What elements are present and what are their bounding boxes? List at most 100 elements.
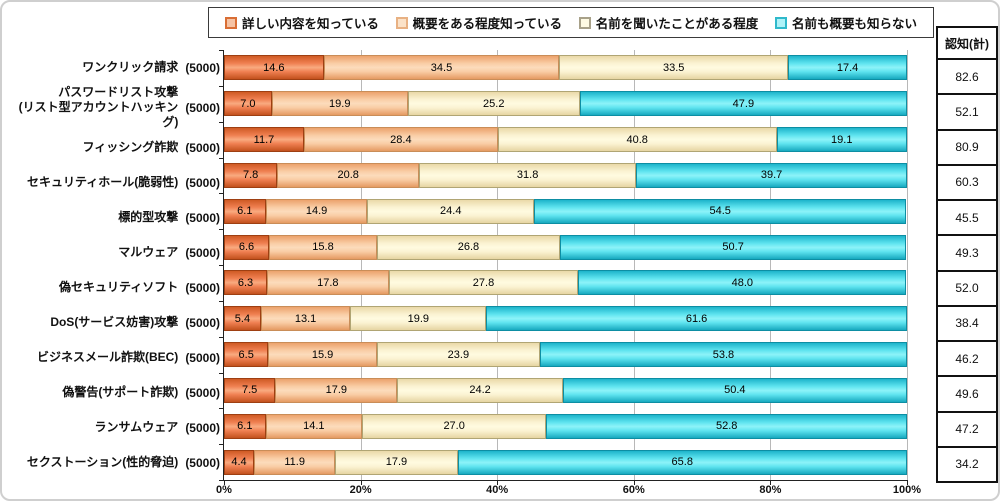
bar-segment: 6.1 <box>224 413 266 439</box>
x-axis-tick-label: 60% <box>622 484 645 496</box>
sample-size-label: (5000) <box>185 210 220 225</box>
bar-row: 6.1 14.9 24.4 54.5 <box>224 193 907 229</box>
x-axis-line <box>223 480 908 481</box>
y-axis-tick <box>219 480 224 481</box>
legend-item: 名前も概要も知らない <box>774 13 917 32</box>
legend-item: 詳しい内容を知っている <box>225 13 379 32</box>
bar-segment: 7.0 <box>224 91 272 117</box>
category-label: DoS(サービス妨害)攻撃 <box>50 315 179 329</box>
category-label-row: 偽セキュリティソフト (5000) <box>2 270 220 305</box>
stacked-bar: 7.0 19.9 25.2 47.9 <box>224 91 907 117</box>
total-cell: 46.2 <box>938 342 996 378</box>
x-axis-tick <box>497 480 499 485</box>
category-label-row: ワンクリック請求 (5000) <box>2 50 220 85</box>
bar-segment: 11.9 <box>254 449 336 475</box>
category-label-row: パスワードリスト攻撃 (リスト型アカウントハッキング) (5000) <box>2 85 220 130</box>
bar-segment: 19.9 <box>350 306 487 332</box>
bar-segment: 25.2 <box>407 91 580 117</box>
total-cell: 47.2 <box>938 413 996 448</box>
bar-segment: 47.9 <box>579 91 907 117</box>
category-label-row: 偽警告(サポート詐欺) (5000) <box>2 375 220 410</box>
x-axis-labels: 0% 20% 40% 60% 80% 100% <box>216 484 921 499</box>
bar-row: 6.3 17.8 27.8 48.0 <box>224 265 907 301</box>
total-cell: 49.3 <box>938 236 996 272</box>
bar-segment: 52.8 <box>546 413 907 439</box>
bar-segment: 7.8 <box>224 162 278 188</box>
x-axis-tick <box>907 480 908 485</box>
bar-segment: 17.9 <box>335 449 458 475</box>
y-axis-tick <box>219 50 224 51</box>
category-label-row: ランサムウェア (5000) <box>2 410 220 445</box>
bar-row: 7.5 17.9 24.2 50.4 <box>224 372 907 408</box>
bar-rows: 14.6 34.5 33.5 17.4 7.0 19.9 25.2 47.9 11.7 28.… <box>224 50 907 480</box>
category-label: パスワードリスト攻撃 (リスト型アカウントハッキング) <box>18 85 179 129</box>
bar-segment: 61.6 <box>486 306 907 332</box>
bar-row: 7.0 19.9 25.2 47.9 <box>224 86 907 122</box>
y-axis-tick <box>219 157 224 159</box>
bar-row: 5.4 13.1 19.9 61.6 <box>224 301 907 337</box>
x-axis-tick <box>770 480 772 485</box>
category-label: セクストーション(性的脅迫) <box>26 455 179 469</box>
legend-color-swatch <box>225 16 237 29</box>
bar-segment: 39.7 <box>636 162 907 188</box>
sample-size-label: (5000) <box>185 100 220 115</box>
y-axis-tick <box>219 300 224 302</box>
sample-size-label: (5000) <box>185 420 220 435</box>
total-cell: 52.1 <box>938 95 996 131</box>
bar-segment: 26.8 <box>376 234 560 260</box>
stacked-bar: 6.6 15.8 26.8 50.7 <box>224 234 907 260</box>
bar-row: 6.1 14.1 27.0 52.8 <box>224 408 907 444</box>
bar-segment: 17.9 <box>275 377 398 403</box>
bar-segment: 13.1 <box>260 306 351 332</box>
stacked-bar: 6.1 14.1 27.0 52.8 <box>224 413 907 439</box>
category-label: 標的型攻撃 <box>118 210 179 224</box>
bar-segment: 19.9 <box>271 91 408 117</box>
bar-row: 6.5 15.9 23.9 53.8 <box>224 337 907 373</box>
y-axis-tick <box>219 408 224 410</box>
x-axis-tick <box>633 480 635 485</box>
stacked-bar: 5.4 13.1 19.9 61.6 <box>224 306 907 332</box>
bar-segment: 40.8 <box>497 127 777 153</box>
sample-size-label: (5000) <box>185 245 220 260</box>
bar-segment: 15.9 <box>268 342 377 368</box>
legend-color-swatch <box>395 16 408 29</box>
total-cell: 82.6 <box>938 60 996 96</box>
stacked-bar: 7.8 20.8 31.8 39.7 <box>224 162 907 188</box>
bar-segment: 28.4 <box>303 127 498 153</box>
sample-size-label: (5000) <box>185 315 220 330</box>
bar-segment: 24.2 <box>397 377 563 403</box>
sample-size-label: (5000) <box>185 280 220 295</box>
bar-segment: 54.5 <box>534 198 907 224</box>
bar-segment: 34.5 <box>323 55 560 81</box>
legend: 詳しい内容を知っている 概要をある程度知っている 名前を聞いたことがある程度 名… <box>208 7 934 38</box>
sample-size-label: (5000) <box>185 140 220 155</box>
stacked-bar: 14.6 34.5 33.5 17.4 <box>224 55 907 81</box>
stacked-bar: 4.4 11.9 17.9 65.8 <box>224 449 907 475</box>
x-axis-tick-label: 80% <box>759 484 782 496</box>
bar-row: 4.4 11.9 17.9 65.8 <box>224 444 907 480</box>
category-label-row: DoS(サービス妨害)攻撃 (5000) <box>2 305 220 340</box>
y-axis-tick <box>219 336 224 338</box>
stacked-bar: 11.7 28.4 40.8 19.1 <box>224 127 907 153</box>
stacked-bar: 6.5 15.9 23.9 53.8 <box>224 342 907 368</box>
bar-segment: 17.4 <box>788 55 907 81</box>
legend-item: 概要をある程度知っている <box>395 13 562 32</box>
category-label: ビジネスメール詐欺(BEC) <box>36 350 179 364</box>
sample-size-label: (5000) <box>185 60 220 75</box>
total-cell: 34.2 <box>955 457 979 472</box>
x-axis-tick-label: 100% <box>892 484 922 496</box>
bar-segment: 6.5 <box>224 342 269 368</box>
legend-label: 概要をある程度知っている <box>412 17 562 31</box>
total-cell: 80.9 <box>938 131 996 166</box>
sample-size-label: (5000) <box>185 385 220 400</box>
plot-area: 14.6 34.5 33.5 17.4 7.0 19.9 25.2 47.9 11.7 28.… <box>224 50 908 480</box>
bar-segment: 6.3 <box>224 270 268 296</box>
legend-label: 詳しい内容を知っている <box>242 17 379 31</box>
bar-segment: 33.5 <box>559 55 789 81</box>
legend-item: 名前を聞いたことがある程度 <box>578 13 758 32</box>
gridline <box>633 50 635 480</box>
y-axis-tick <box>219 265 224 266</box>
bar-row: 14.6 34.5 33.5 17.4 <box>224 50 907 86</box>
category-label: ランサムウェア <box>94 420 179 434</box>
y-axis-tick <box>219 229 224 231</box>
